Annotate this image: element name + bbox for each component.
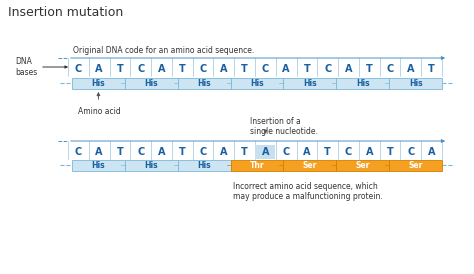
Text: Amino acid: Amino acid — [78, 107, 121, 116]
Text: Original DNA code for an amino acid sequence.: Original DNA code for an amino acid sequ… — [73, 46, 254, 55]
Text: Ser: Ser — [409, 161, 423, 170]
Text: Insertion mutation: Insertion mutation — [8, 6, 123, 19]
Text: C: C — [137, 147, 145, 157]
FancyBboxPatch shape — [178, 78, 230, 89]
Text: Ser: Ser — [356, 161, 370, 170]
Text: His: His — [145, 161, 158, 170]
Text: C: C — [407, 147, 414, 157]
Text: A: A — [283, 64, 290, 74]
Text: A: A — [95, 147, 103, 157]
FancyBboxPatch shape — [389, 78, 442, 89]
Text: A: A — [95, 64, 103, 74]
Text: T: T — [303, 64, 310, 74]
Text: DNA
bases: DNA bases — [16, 57, 38, 77]
Text: T: T — [324, 147, 331, 157]
Text: C: C — [386, 64, 394, 74]
Text: A: A — [345, 64, 352, 74]
Text: C: C — [200, 147, 207, 157]
Text: A: A — [220, 64, 228, 74]
Text: A: A — [407, 64, 415, 74]
Text: T: T — [366, 64, 373, 74]
Text: A: A — [365, 147, 373, 157]
Text: A: A — [428, 147, 435, 157]
Text: His: His — [303, 78, 317, 87]
Text: C: C — [345, 147, 352, 157]
Text: A: A — [262, 147, 269, 157]
FancyBboxPatch shape — [230, 78, 283, 89]
Text: Incorrect amino acid sequence, which
may produce a malfunctioning protein.: Incorrect amino acid sequence, which may… — [233, 182, 383, 201]
FancyBboxPatch shape — [336, 78, 389, 89]
FancyBboxPatch shape — [389, 159, 442, 170]
Text: Thr: Thr — [250, 161, 264, 170]
FancyBboxPatch shape — [336, 159, 389, 170]
FancyBboxPatch shape — [283, 78, 336, 89]
Text: C: C — [262, 64, 269, 74]
Text: His: His — [91, 78, 105, 87]
Text: T: T — [428, 64, 435, 74]
Text: A: A — [158, 147, 165, 157]
Text: C: C — [137, 64, 145, 74]
Text: T: T — [117, 64, 123, 74]
FancyBboxPatch shape — [178, 159, 230, 170]
Text: His: His — [197, 78, 211, 87]
Text: C: C — [324, 64, 331, 74]
Text: Ser: Ser — [303, 161, 317, 170]
FancyBboxPatch shape — [125, 159, 178, 170]
Text: T: T — [241, 147, 248, 157]
Text: T: T — [117, 147, 123, 157]
Text: C: C — [200, 64, 207, 74]
Text: A: A — [220, 147, 228, 157]
FancyBboxPatch shape — [72, 78, 125, 89]
FancyBboxPatch shape — [230, 159, 283, 170]
FancyBboxPatch shape — [255, 145, 275, 159]
Text: His: His — [91, 161, 105, 170]
Text: T: T — [387, 147, 393, 157]
Text: C: C — [75, 64, 82, 74]
Text: His: His — [250, 78, 264, 87]
Text: His: His — [197, 161, 211, 170]
Text: His: His — [356, 78, 370, 87]
Text: T: T — [241, 64, 248, 74]
Text: His: His — [409, 78, 422, 87]
Text: Insertion of a
single nucleotide.: Insertion of a single nucleotide. — [250, 117, 318, 136]
FancyBboxPatch shape — [283, 159, 336, 170]
Text: A: A — [158, 64, 165, 74]
Text: T: T — [179, 147, 186, 157]
Text: C: C — [75, 147, 82, 157]
Text: A: A — [303, 147, 310, 157]
Text: T: T — [179, 64, 186, 74]
Text: His: His — [145, 78, 158, 87]
Text: C: C — [283, 147, 290, 157]
FancyBboxPatch shape — [72, 159, 125, 170]
FancyBboxPatch shape — [125, 78, 178, 89]
